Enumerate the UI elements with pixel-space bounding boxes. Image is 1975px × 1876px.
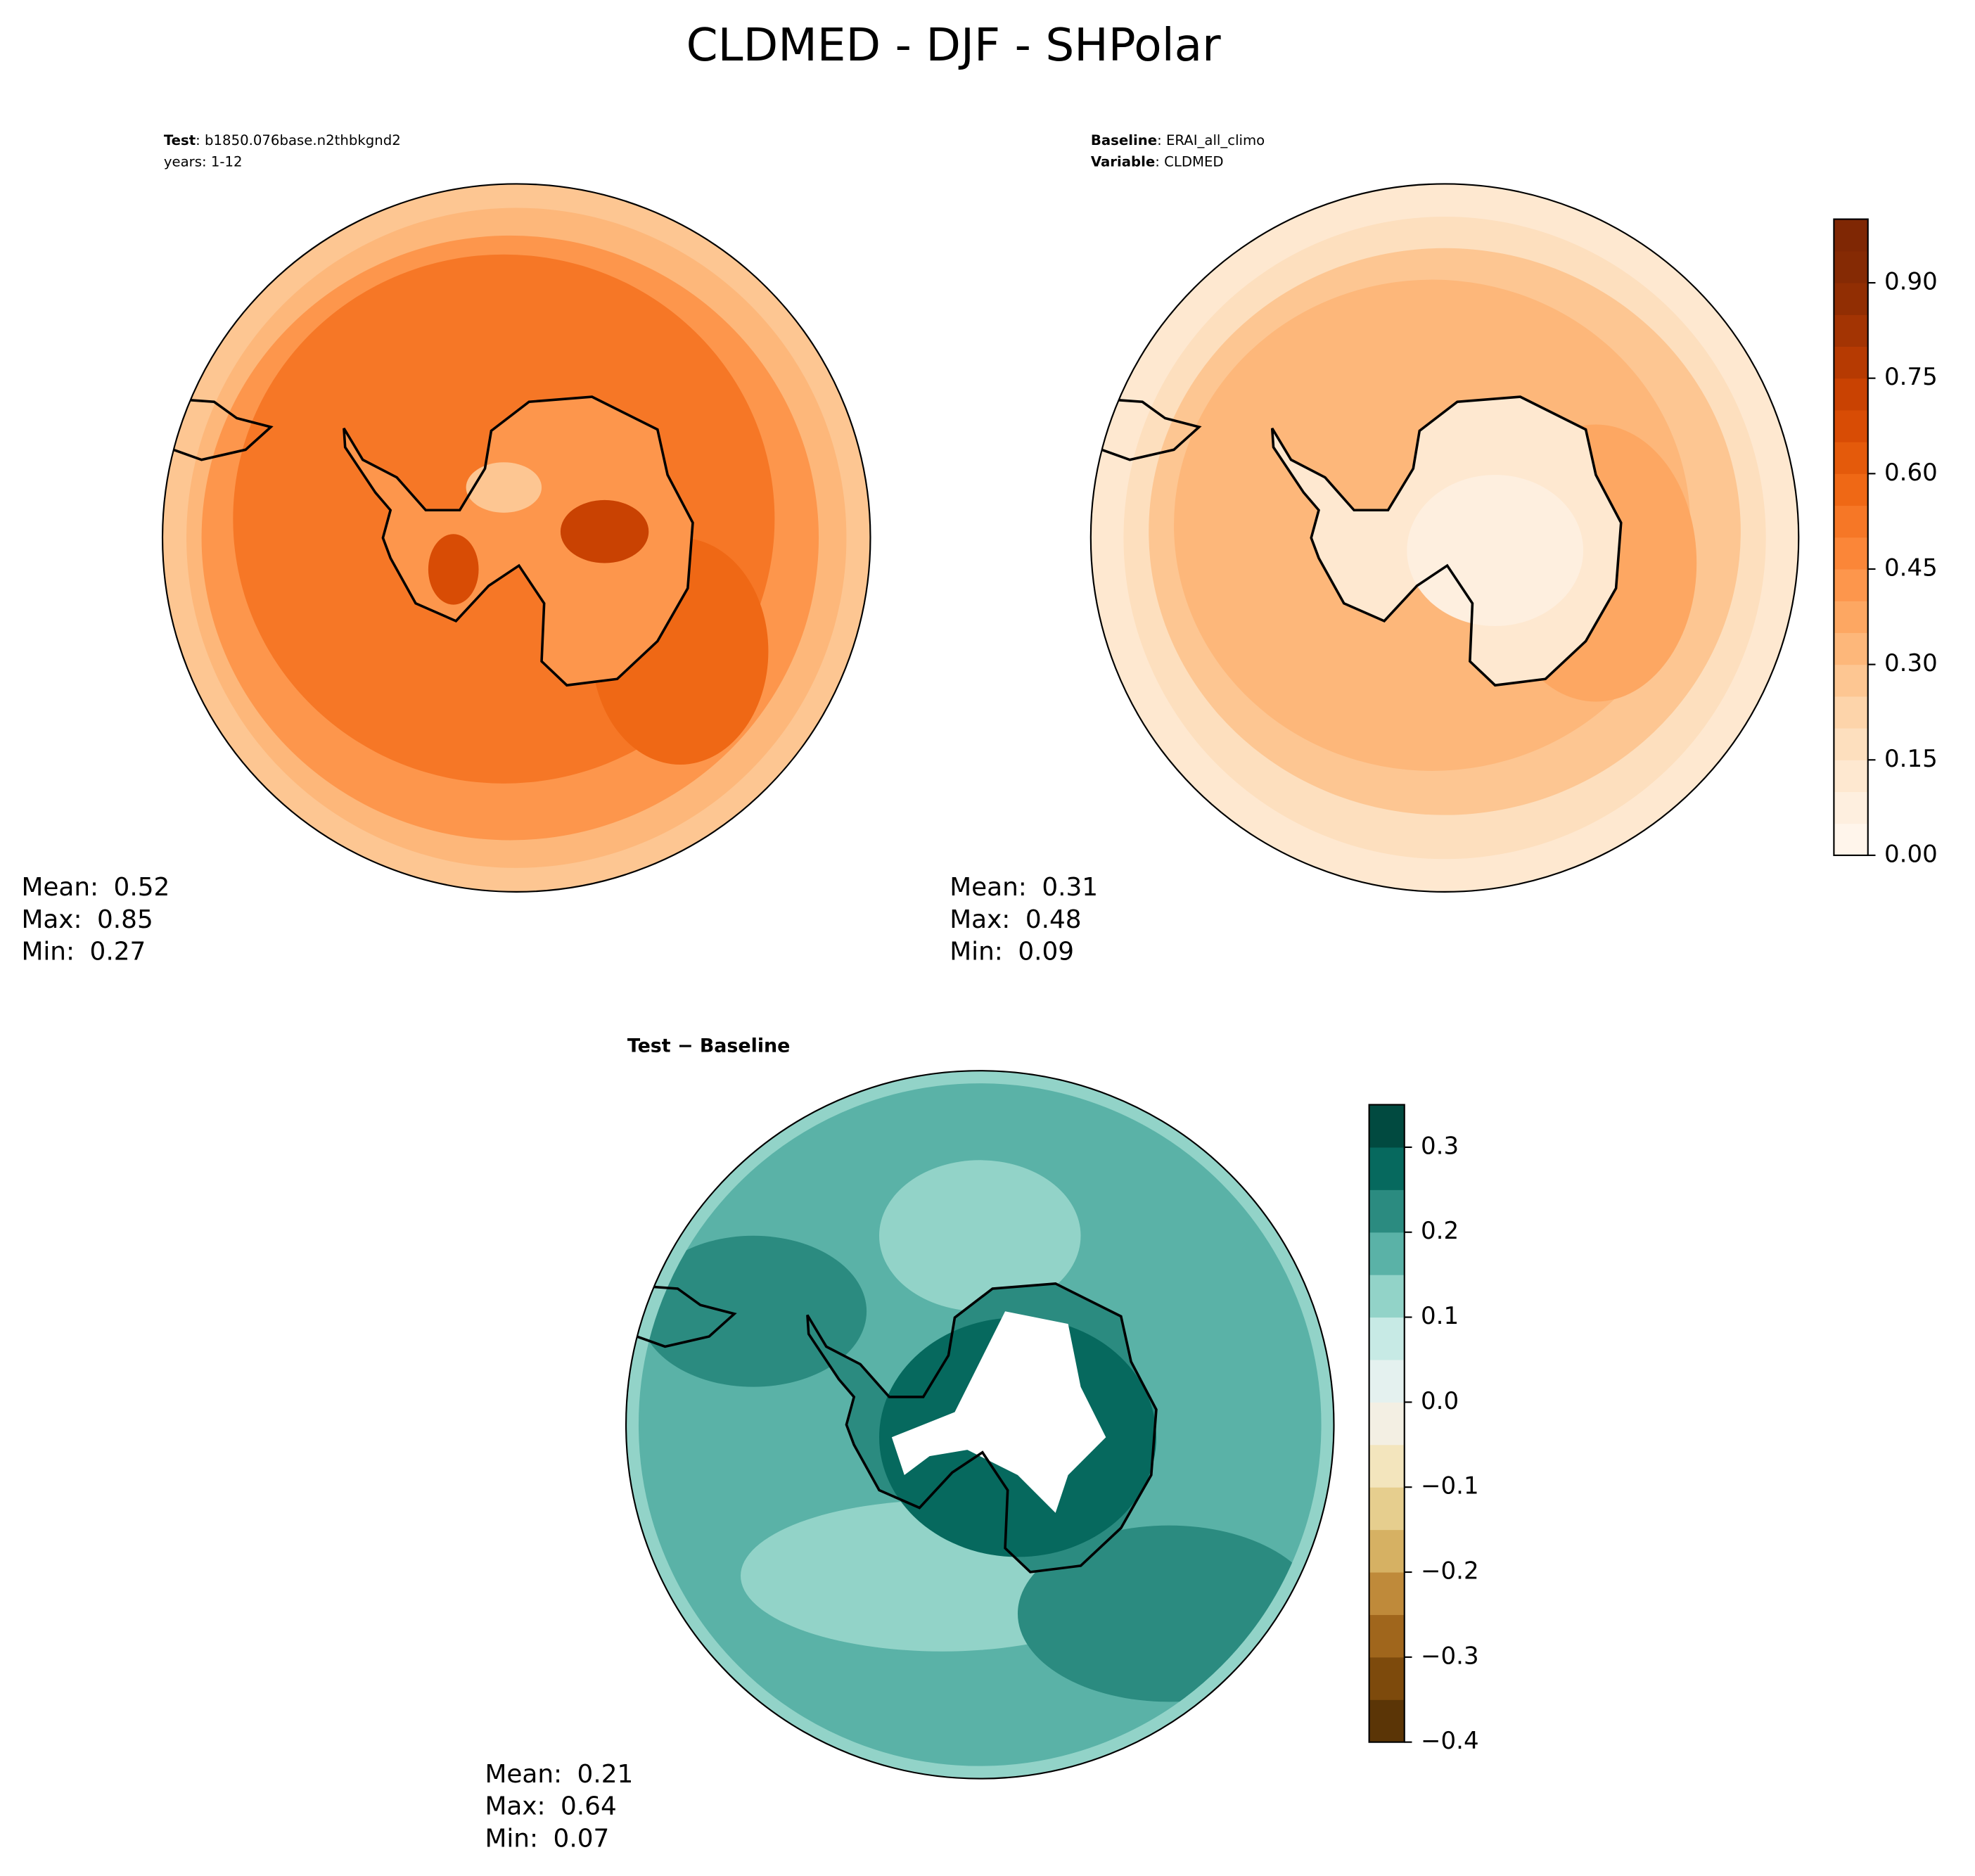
stat-line: Max: 0.85 xyxy=(21,905,153,934)
colorbar-band xyxy=(1369,1359,1405,1403)
colorbar-band xyxy=(1369,1572,1405,1615)
header-value: : ERAI_all_climo xyxy=(1157,132,1265,148)
stat-line: Min: 0.07 xyxy=(485,1824,609,1853)
colorbar-tick-label: 0.15 xyxy=(1884,745,1938,773)
colorbar-band xyxy=(1834,728,1868,760)
stat-value: 0.48 xyxy=(1025,905,1082,934)
stat-line: Mean: 0.31 xyxy=(950,873,1098,902)
colorbar-band xyxy=(1834,791,1868,824)
colorbar-band xyxy=(1834,250,1868,283)
stat-label: Mean: xyxy=(21,873,98,902)
panel-header: Test: b1850.076base.n2thbkgnd2 xyxy=(164,132,401,148)
map-test xyxy=(161,183,871,893)
stat-label: Max: xyxy=(21,905,82,934)
colorbar-tick-label: 0.1 xyxy=(1421,1302,1459,1330)
colorbar-band xyxy=(1834,632,1868,665)
colorbar-frame xyxy=(1368,1104,1405,1743)
colorbar-tick-label: 0.75 xyxy=(1884,363,1938,391)
panel-header: years: 1-12 xyxy=(164,153,243,170)
colorbar-band xyxy=(1369,1232,1405,1275)
colorbar-band xyxy=(1834,442,1868,474)
colorbar-tick-label: −0.2 xyxy=(1421,1557,1479,1585)
header-key: Test xyxy=(164,132,196,148)
map-baseline xyxy=(1089,183,1800,893)
colorbar-band xyxy=(1369,1699,1405,1743)
colorbar-tick-label: −0.3 xyxy=(1421,1642,1479,1670)
stats: Mean: 0.52 Max: 0.85 Min: 0.27 Mean: 0.31 Max: 0.… xyxy=(21,873,1098,1853)
stat-value: 0.09 xyxy=(1018,938,1074,966)
stat-value: 0.07 xyxy=(554,1824,610,1853)
stat-label: Min: xyxy=(485,1824,538,1853)
colorbar-band xyxy=(1369,1317,1405,1360)
map-difference xyxy=(625,1070,1335,1780)
colorbar-band xyxy=(1369,1487,1405,1531)
colorbar-tick-label: 0.00 xyxy=(1884,840,1938,868)
colorbar-tick-label: −0.1 xyxy=(1421,1472,1479,1500)
colorbar-tick-label: 0.30 xyxy=(1884,649,1938,677)
stat-value: 0.52 xyxy=(114,873,170,902)
colorbar-band xyxy=(1369,1402,1405,1446)
stat-line: Mean: 0.52 xyxy=(21,873,170,902)
panel-header: Baseline: ERAI_all_climo xyxy=(1091,132,1265,148)
stat-label: Max: xyxy=(485,1792,545,1821)
stat-value: 0.27 xyxy=(90,938,146,966)
colorbar-tick-label: −0.4 xyxy=(1421,1727,1479,1755)
stat-value: 0.21 xyxy=(577,1760,634,1789)
colorbar-band xyxy=(1834,664,1868,697)
colorbar-band xyxy=(1369,1147,1405,1190)
colorbars: 0.00 0.15 0.30 0.45 0.60 0.75 0.90 −0.4 −0.3 −0.2… xyxy=(1368,218,1938,1755)
colorbar-band xyxy=(1369,1444,1405,1488)
colorbar-band xyxy=(1369,1275,1405,1318)
header-key: Variable xyxy=(1091,153,1155,170)
colorbar-band xyxy=(1369,1189,1405,1233)
colorbar-band xyxy=(1834,473,1868,506)
header-value: : CLDMED xyxy=(1155,153,1223,170)
colorbar-tick-label: 0.0 xyxy=(1421,1387,1459,1415)
stat-value: 0.64 xyxy=(561,1792,617,1821)
stat-label: Min: xyxy=(950,938,1003,966)
stat-value: 0.31 xyxy=(1042,873,1098,902)
colorbar-band xyxy=(1834,537,1868,570)
figure-title: CLDMED - DJF - SHPolar xyxy=(686,19,1221,72)
stat-line: Min: 0.09 xyxy=(950,938,1074,966)
colorbar-band xyxy=(1834,409,1868,442)
header-key: Baseline xyxy=(1091,132,1157,148)
stat-value: 0.85 xyxy=(97,905,153,934)
colorbar-band xyxy=(1834,760,1868,793)
panel-header: Test − Baseline xyxy=(627,1035,791,1057)
stat-label: Mean: xyxy=(950,873,1027,902)
colorbar-band xyxy=(1834,568,1868,601)
colorbar-tick-label: 0.90 xyxy=(1884,268,1938,296)
stat-label: Min: xyxy=(21,938,75,966)
colorbar-band xyxy=(1369,1657,1405,1700)
colorbar-tick-label: 0.3 xyxy=(1421,1132,1459,1160)
colorbar-tick-label: 0.60 xyxy=(1884,459,1938,487)
stat-line: Min: 0.27 xyxy=(21,938,146,966)
colorbar-band xyxy=(1369,1104,1405,1148)
stat-line: Max: 0.48 xyxy=(950,905,1081,934)
stat-label: Mean: xyxy=(485,1760,562,1789)
stat-line: Mean: 0.21 xyxy=(485,1760,633,1789)
colorbar-band xyxy=(1834,219,1868,252)
colorbar-band xyxy=(1834,823,1868,856)
colorbar-band xyxy=(1834,283,1868,315)
colorbar-band xyxy=(1834,696,1868,729)
colorbar-band xyxy=(1834,601,1868,633)
colorbar-frame xyxy=(1833,218,1869,857)
stat-label: Max: xyxy=(950,905,1010,934)
colorbar-band xyxy=(1834,378,1868,411)
colorbar-band xyxy=(1369,1529,1405,1573)
colorbar-band xyxy=(1834,314,1868,347)
colorbar-tick-label: 0.2 xyxy=(1421,1217,1459,1245)
colorbar-band xyxy=(1834,505,1868,538)
header-value: : b1850.076base.n2thbkgnd2 xyxy=(196,132,401,148)
colorbar-tick-label: 0.45 xyxy=(1884,554,1938,582)
colorbar-band xyxy=(1369,1614,1405,1658)
stat-line: Max: 0.64 xyxy=(485,1792,616,1821)
panel-header: Variable: CLDMED xyxy=(1091,153,1224,170)
colorbar-band xyxy=(1834,346,1868,379)
